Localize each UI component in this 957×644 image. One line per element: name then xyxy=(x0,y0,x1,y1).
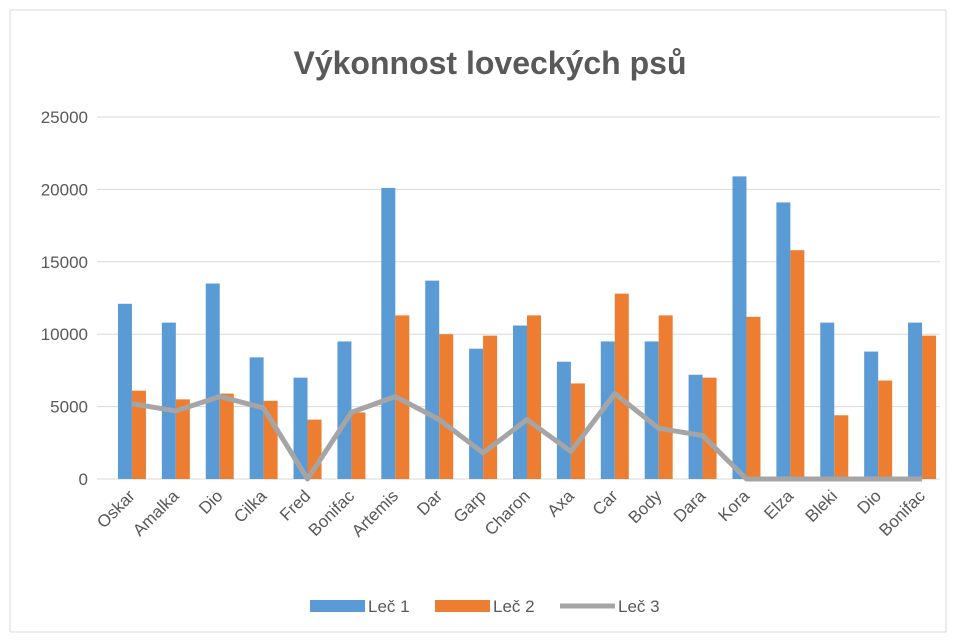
bar xyxy=(131,390,146,479)
bar xyxy=(820,322,835,479)
bar xyxy=(614,293,629,479)
bar xyxy=(513,325,527,479)
bar xyxy=(175,399,190,479)
y-tick-label: 10000 xyxy=(41,325,88,344)
bar xyxy=(351,412,366,479)
bar xyxy=(776,202,791,479)
bar xyxy=(425,280,440,479)
legend-label: Leč 1 xyxy=(368,597,410,616)
bar xyxy=(732,176,747,480)
bar xyxy=(249,357,264,479)
bar xyxy=(908,322,923,479)
bar xyxy=(702,377,717,479)
bar xyxy=(337,341,352,479)
legend-swatch xyxy=(435,600,490,612)
bar xyxy=(922,335,937,479)
legend-label: Leč 2 xyxy=(493,597,535,616)
bar xyxy=(864,351,879,479)
legend-label: Leč 3 xyxy=(618,597,660,616)
bar xyxy=(644,341,659,479)
bar xyxy=(395,315,410,479)
bar xyxy=(469,348,484,479)
line xyxy=(131,391,923,482)
bar xyxy=(439,334,454,479)
bar xyxy=(658,315,673,479)
y-tick-label: 15000 xyxy=(41,253,88,272)
chart-border xyxy=(9,9,947,633)
y-tick-label: 0 xyxy=(79,470,88,489)
bar xyxy=(205,283,220,479)
y-tick-label: 20000 xyxy=(41,180,88,199)
bar xyxy=(293,377,308,479)
bar xyxy=(117,303,132,479)
bar xyxy=(570,383,585,479)
chart-title: Výkonnost loveckých psů xyxy=(293,45,686,81)
legend-swatch xyxy=(310,600,365,612)
bar xyxy=(556,361,571,479)
bar xyxy=(834,415,849,479)
bar xyxy=(790,250,805,479)
bar xyxy=(688,374,703,479)
bar xyxy=(381,187,396,479)
bar xyxy=(527,315,541,479)
bar xyxy=(483,335,498,479)
y-tick-label: 5000 xyxy=(50,398,88,417)
bar xyxy=(600,341,615,479)
bar xyxy=(746,316,761,479)
bar xyxy=(219,393,234,479)
bar xyxy=(878,380,893,479)
y-tick-label: 25000 xyxy=(41,108,88,127)
bar xyxy=(161,322,176,479)
